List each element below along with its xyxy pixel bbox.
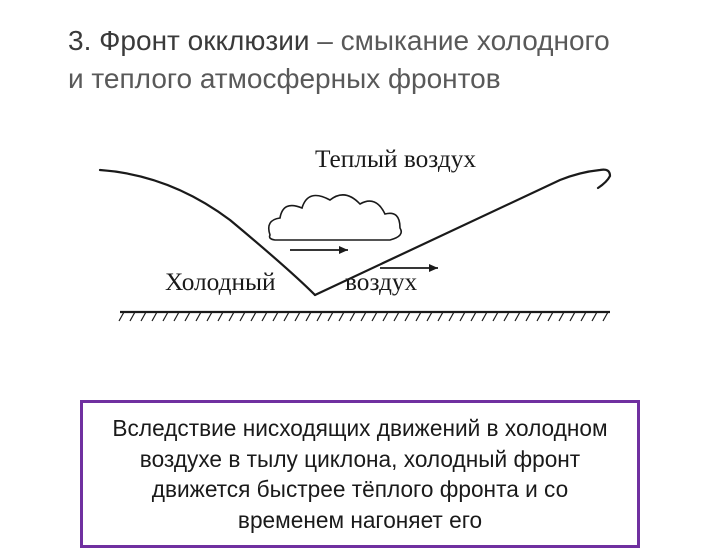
title-dash: – [309,25,340,56]
diagram-area: Теплый воздух Холодный воздух [90,140,630,340]
caption-text: Вследствие нисходящих движений в холодно… [112,415,607,533]
title-number: 3. [68,25,91,56]
title-def1: смыкание холодного [341,25,610,56]
title-def2: и теплого атмосферных фронтов [68,63,501,94]
title-term: Фронт окклюзии [99,25,309,56]
label-warm-air: Теплый воздух [315,145,476,174]
caption-box: Вследствие нисходящих движений в холодно… [80,400,640,548]
label-cold-air-left: Холодный [165,268,276,297]
title-block: 3. Фронт окклюзии – смыкание холодного и… [68,22,610,98]
label-cold-air-right: воздух [345,268,417,297]
